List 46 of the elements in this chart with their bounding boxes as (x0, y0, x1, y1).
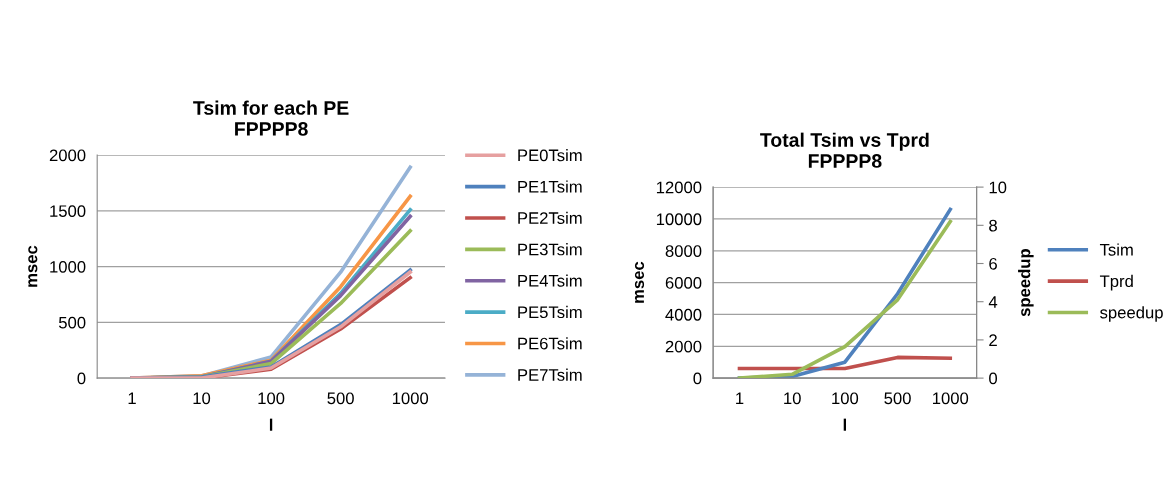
y-axis-title: msec (634, 261, 645, 303)
y-tick-label: 500 (58, 316, 86, 329)
y2-tick-label: 10 (989, 181, 1007, 194)
y-tick-label: 0 (693, 372, 702, 385)
x-tick-label: 1000 (392, 392, 429, 405)
y2-tick-label: 8 (989, 219, 997, 232)
y2-tick-label: 6 (989, 257, 997, 270)
legend-label: PE6Tsim (518, 337, 582, 350)
legend-label: PE0Tsim (518, 149, 582, 162)
x-tick-label: 100 (258, 392, 285, 405)
x-tick-label: 10 (193, 392, 211, 405)
y2-tick-label: 2 (989, 334, 997, 346)
y-tick-label: 1000 (50, 260, 86, 273)
y2-tick-label: 4 (988, 296, 998, 308)
legend-label: speedup (1100, 306, 1163, 322)
legend-label: PE4Tsim (518, 274, 582, 287)
y2-axis-title: speedup (1018, 249, 1034, 317)
y-tick-label: 0 (77, 372, 86, 385)
legend-label: PE2Tsim (518, 211, 582, 224)
legend-label: PE1Tsim (518, 180, 582, 193)
x-tick-label: 500 (327, 392, 354, 405)
x-tick-label: 10 (784, 392, 801, 405)
legend-label: PE5Tsim (518, 305, 582, 319)
x-tick-label: 100 (832, 392, 859, 405)
y-tick-label: 4000 (665, 308, 702, 321)
y2-tick-label: 0 (989, 372, 998, 385)
legend-label: PE7Tsim (518, 368, 582, 381)
legend-label: PE3Tsim (518, 243, 582, 256)
legend-label: Tsim (1099, 243, 1133, 256)
y-tick-label: 2000 (49, 149, 86, 162)
x-tick-label: 1000 (933, 392, 969, 405)
chart-title: Tsim for each PE FPPPP8 (193, 100, 349, 136)
y-axis-title: msec (28, 245, 38, 287)
x-axis-title: l (843, 418, 847, 431)
y-tick-label: 12000 (656, 181, 702, 194)
y-tick-label: 6000 (665, 277, 702, 289)
y-tick-label: 2000 (665, 340, 702, 353)
legend-label: Tprd (1099, 274, 1133, 291)
y-tick-label: 8000 (665, 245, 702, 257)
x-tick-label: 1 (128, 392, 136, 405)
x-tick-label: 500 (884, 392, 911, 405)
y-tick-label: 10000 (656, 213, 702, 226)
y-tick-label: 1500 (50, 205, 86, 218)
chart-title: Total Tsim vs Tprd FPPPP8 (760, 132, 929, 168)
x-axis-title: l (269, 418, 273, 431)
x-tick-label: 1 (736, 392, 744, 405)
